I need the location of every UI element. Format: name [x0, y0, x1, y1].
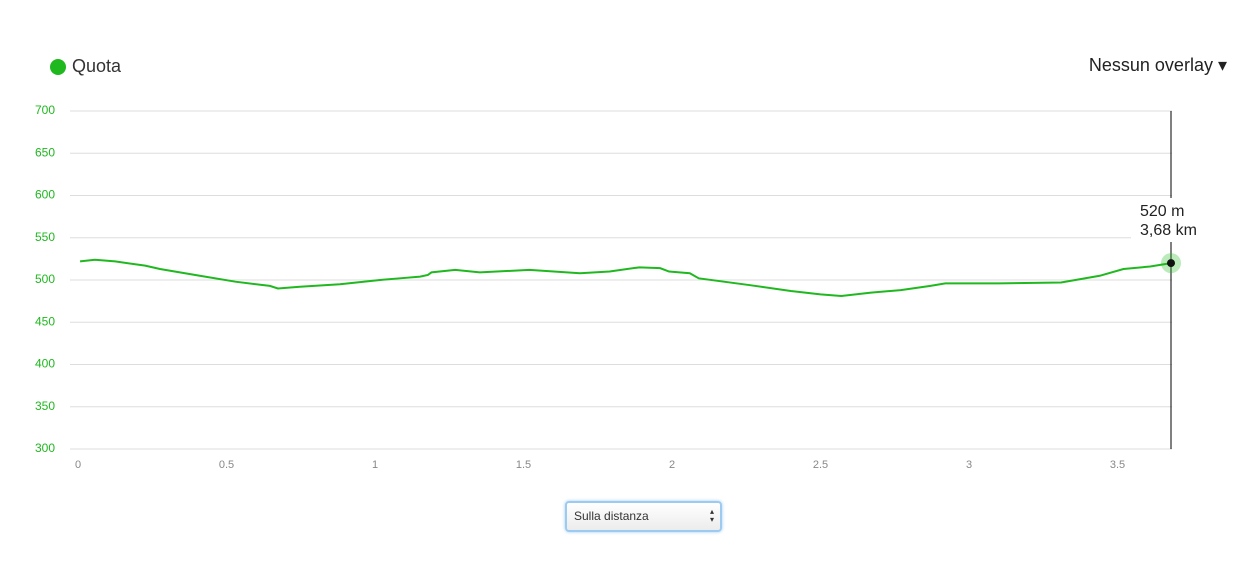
legend-swatch — [50, 58, 66, 75]
y-tick-label: 600 — [35, 188, 55, 202]
y-tick-label: 500 — [35, 272, 55, 286]
x-tick-label: 3 — [966, 459, 972, 471]
x-tick-label: 0.5 — [219, 459, 234, 471]
tooltip-text: 520 m — [1140, 203, 1184, 220]
overlay-label: Nessun overlay — [1088, 55, 1213, 75]
elevation-line — [79, 258, 1172, 298]
y-tick-label: 650 — [35, 145, 55, 159]
chart: 300 350 400 450 500 550 600 650 700 0 0.5 1 1.5 2 2.5 3… — [34, 103, 1211, 471]
tooltip-bg — [1131, 198, 1211, 242]
mode-select[interactable]: Sulla distanza — [565, 501, 722, 532]
x-tick-label: 3.5 — [1110, 459, 1125, 471]
crosshair-point — [1167, 259, 1175, 268]
legend[interactable]: Quota — [50, 56, 121, 77]
y-tick-label: 400 — [35, 357, 55, 371]
y-tick-label: 550 — [35, 230, 55, 244]
y-tick-label: 450 — [35, 314, 55, 328]
select-label: Sulla distanza — [574, 509, 649, 523]
y-tick-label: 300 — [35, 441, 55, 455]
overlay-menu[interactable]: Nessun overlay ▾ — [1088, 55, 1227, 75]
y-tick-label: 700 — [35, 103, 55, 117]
x-tick-label: 2 — [669, 459, 675, 471]
y-tick-label: 350 — [35, 399, 55, 413]
x-tick-label: 1.5 — [516, 459, 531, 471]
x-tick-label: 2.5 — [813, 459, 828, 471]
x-tick-label: 0 — [75, 459, 81, 471]
tooltip-text: 3,68 km — [1140, 222, 1197, 239]
x-tick-label: 1 — [372, 459, 378, 471]
legend-label: Quota — [72, 56, 122, 76]
